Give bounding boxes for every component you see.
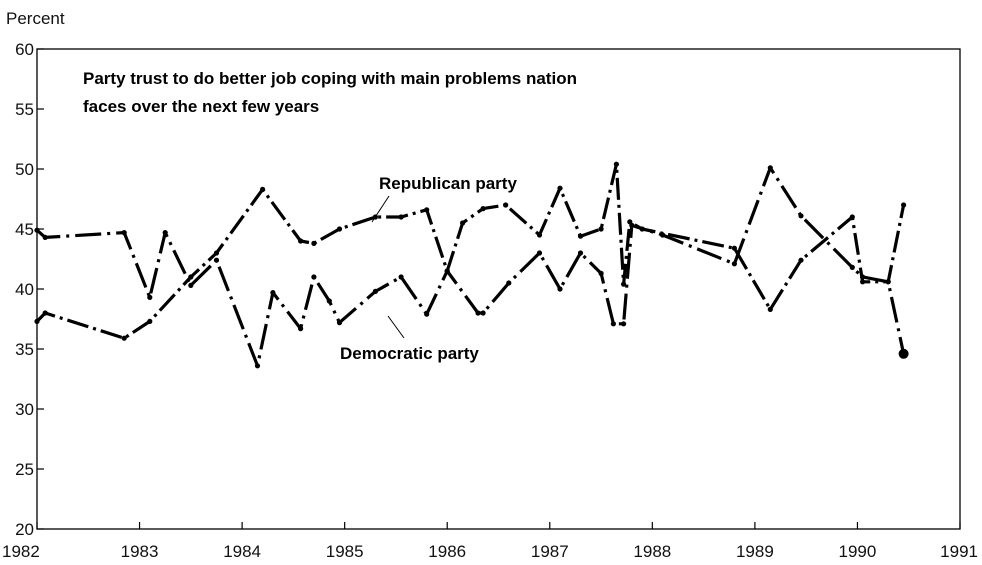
x-tick-label: 1991 xyxy=(940,542,978,561)
data-point xyxy=(577,250,584,256)
data-point xyxy=(767,306,773,312)
chart-title-line-1: Party trust to do better job coping with… xyxy=(83,69,577,88)
y-axis-ticks: 20 25 30 35 40 45 50 55 60 xyxy=(15,40,44,539)
y-tick-label: 25 xyxy=(15,460,34,479)
data-point xyxy=(536,250,543,256)
data-point xyxy=(42,310,48,316)
series-label-republican: Republican party xyxy=(379,174,517,193)
data-point xyxy=(121,335,127,341)
data-point xyxy=(577,233,584,239)
data-point xyxy=(660,232,666,238)
data-point xyxy=(598,226,604,232)
x-tick-label: 1982 xyxy=(2,542,40,561)
series-end-marker xyxy=(898,348,909,359)
series-line-democratic xyxy=(35,166,906,368)
data-point xyxy=(188,282,194,288)
chart-title-line-2: faces over the next few years xyxy=(83,97,319,116)
data-point xyxy=(621,321,627,327)
x-tick-label: 1990 xyxy=(839,542,877,561)
x-tick-label: 1988 xyxy=(633,542,671,561)
data-point xyxy=(536,232,543,238)
data-point xyxy=(254,363,261,369)
data-point xyxy=(798,213,804,219)
series-label-democratic: Democratic party xyxy=(340,344,479,363)
y-tick-label: 40 xyxy=(15,280,34,299)
data-point xyxy=(460,220,466,226)
plot-frame xyxy=(36,48,961,530)
data-point xyxy=(503,202,509,208)
y-tick-label: 60 xyxy=(15,40,34,59)
data-point xyxy=(629,222,635,228)
data-point xyxy=(336,320,343,326)
data-point xyxy=(42,234,48,240)
data-point xyxy=(298,238,304,244)
data-point xyxy=(398,214,404,220)
data-point xyxy=(34,227,40,233)
data-point xyxy=(270,290,276,296)
data-point xyxy=(121,230,127,236)
data-point xyxy=(610,321,617,327)
data-point xyxy=(424,311,430,317)
x-tick-label: 1989 xyxy=(736,542,774,561)
y-tick-label: 50 xyxy=(15,160,34,179)
data-point xyxy=(147,294,153,300)
data-point xyxy=(336,226,343,232)
data-point xyxy=(860,274,866,280)
data-point xyxy=(311,274,317,280)
x-tick-label: 1983 xyxy=(121,542,159,561)
data-point xyxy=(162,230,168,236)
data-point xyxy=(475,310,481,316)
data-point xyxy=(424,207,430,213)
data-point xyxy=(188,274,194,280)
data-point xyxy=(480,310,486,316)
data-point xyxy=(147,318,153,324)
data-point xyxy=(901,202,907,208)
republican-leader-line xyxy=(371,195,390,223)
x-tick-label: 1985 xyxy=(326,542,364,561)
data-point xyxy=(213,257,220,263)
data-point xyxy=(506,280,512,286)
data-point xyxy=(849,214,855,220)
data-point xyxy=(372,288,378,294)
data-point xyxy=(731,261,738,267)
democratic-leader-line xyxy=(387,315,405,339)
data-point xyxy=(444,268,450,274)
data-point xyxy=(860,279,866,285)
data-point xyxy=(398,274,404,280)
y-axis-label: Percent xyxy=(6,9,65,28)
series-layer xyxy=(34,161,909,369)
data-point xyxy=(326,298,332,304)
data-point xyxy=(885,279,891,285)
data-point xyxy=(798,257,804,263)
data-point xyxy=(849,264,855,270)
data-point xyxy=(311,240,317,246)
y-tick-label: 45 xyxy=(15,220,34,239)
x-tick-label: 1986 xyxy=(428,542,466,561)
y-tick-label: 55 xyxy=(15,100,34,119)
y-tick-label: 20 xyxy=(15,520,34,539)
x-tick-label: 1987 xyxy=(531,542,569,561)
data-point xyxy=(557,286,563,292)
data-point xyxy=(621,281,627,287)
data-point xyxy=(613,161,620,167)
y-tick-label: 30 xyxy=(15,400,34,419)
data-point xyxy=(767,165,773,171)
x-axis-ticks: 1982 1983 1984 1985 1986 1987 1988 1989 1990 1991 xyxy=(2,522,978,561)
series-line-republican xyxy=(35,162,906,340)
y-tick-label: 35 xyxy=(15,340,34,359)
data-point xyxy=(480,206,486,212)
data-point xyxy=(213,250,220,256)
data-point xyxy=(598,270,604,276)
data-point xyxy=(298,326,304,332)
data-point xyxy=(731,245,738,251)
x-tick-label: 1984 xyxy=(223,542,261,561)
data-point xyxy=(557,185,563,191)
data-point xyxy=(34,318,40,324)
data-point xyxy=(260,186,266,192)
